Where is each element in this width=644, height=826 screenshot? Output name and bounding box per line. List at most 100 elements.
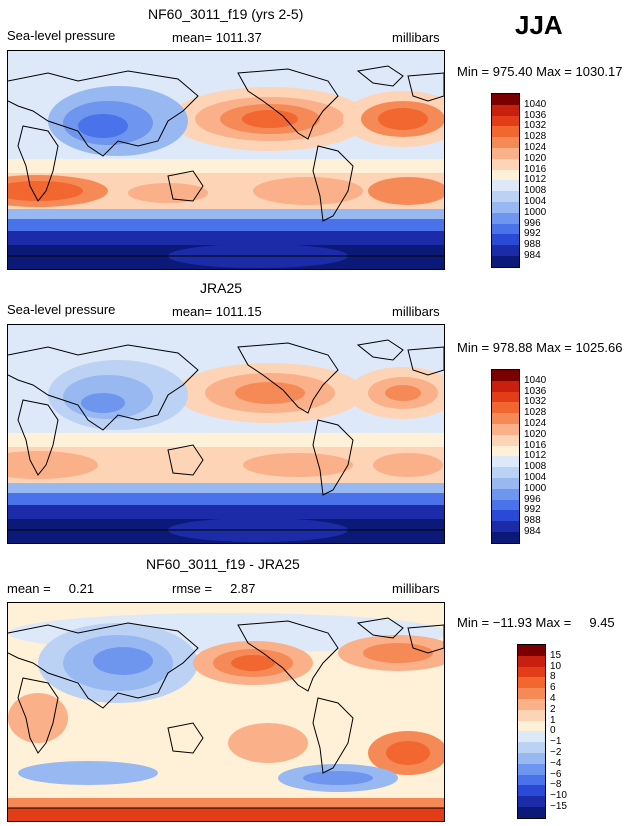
colorbar-2-label: 988 [524, 515, 541, 527]
colorbar-2-swatch [492, 531, 519, 543]
colorbar-1-label: 1020 [524, 152, 547, 164]
colorbar-1-swatch [492, 126, 519, 138]
colorbar-2-label: 1032 [524, 396, 547, 408]
colorbar-1-swatch [492, 115, 519, 127]
colorbar-3 [517, 644, 546, 819]
panel-1-title: NF60_3011_f19 (yrs 2-5) [148, 6, 304, 22]
map-panel-2 [7, 324, 445, 544]
colorbar-3-label: −1 [550, 736, 562, 748]
colorbar-2-swatch [492, 423, 519, 435]
map-panel-1 [7, 50, 445, 270]
panel-2-minmax: Min = 978.88 Max = 1025.66 [457, 340, 623, 355]
colorbar-1-label: 992 [524, 228, 541, 240]
colorbar-3-label: 15 [550, 649, 562, 661]
colorbar-2-swatch [492, 402, 519, 414]
colorbar-1-label: 1008 [524, 185, 547, 197]
colorbar-3-label: 2 [550, 703, 556, 715]
colorbar-2-label: 1040 [524, 374, 547, 386]
colorbar-2-label: 1008 [524, 461, 547, 473]
colorbar-3-label: −2 [550, 747, 562, 758]
colorbar-2-swatch [492, 499, 519, 511]
colorbar-2-label: 1012 [524, 450, 547, 462]
colorbar-2-label: 996 [524, 493, 541, 505]
colorbar-1-swatch [492, 180, 519, 192]
colorbar-2-swatch [492, 445, 519, 457]
colorbar-3-label: −6 [550, 768, 562, 780]
colorbar-3-swatch [518, 742, 545, 753]
colorbar-1-swatch [492, 191, 519, 202]
colorbar-3-swatch [518, 796, 545, 807]
colorbar-3-label: −10 [550, 790, 567, 802]
colorbar-1-label: 1016 [524, 163, 547, 175]
colorbar-3-label: 0 [550, 725, 556, 737]
colorbar-2-label: 1004 [524, 472, 547, 483]
colorbar-2-label: 1020 [524, 428, 547, 440]
panel-1-units: millibars [392, 30, 440, 45]
colorbar-2-swatch [492, 456, 519, 468]
colorbar-1-swatch [492, 104, 519, 116]
colorbar-2-swatch [492, 434, 519, 446]
colorbar-1-label: 1040 [524, 98, 547, 110]
panel-1-mean: mean= 1011.37 [172, 30, 262, 45]
colorbar-3-swatch [518, 752, 545, 764]
colorbar-2-label: 1028 [524, 407, 547, 419]
panel-1-field: Sea-level pressure [7, 28, 116, 43]
colorbar-1-label: 1028 [524, 131, 547, 143]
colorbar-1-label: 1032 [524, 120, 547, 132]
colorbar-2-swatch [492, 413, 519, 424]
colorbar-2-label: 1016 [524, 439, 547, 451]
panel-2-title: JRA25 [200, 280, 243, 296]
colorbar-3-label: 1 [550, 714, 556, 726]
colorbar-3-swatch [518, 720, 545, 732]
colorbar-2-label: 1036 [524, 385, 547, 397]
colorbar-3-label: 6 [550, 682, 556, 694]
colorbar-1-swatch [492, 212, 519, 224]
panel-3-units: millibars [392, 581, 440, 596]
colorbar-3-swatch [518, 731, 545, 743]
panel-3-title: NF60_3011_f19 - JRA25 [146, 556, 300, 572]
colorbar-2-label: 1000 [524, 482, 547, 494]
colorbar-1-swatch [492, 147, 519, 159]
colorbar-1-label: 1000 [524, 206, 547, 218]
colorbar-1-label: 988 [524, 239, 541, 251]
map-panel-3 [7, 602, 445, 822]
colorbar-3-swatch [518, 785, 545, 797]
colorbar-3-label: −8 [550, 779, 562, 791]
colorbar-1-swatch [492, 137, 519, 148]
panel-2-mean: mean= 1011.15 [172, 304, 262, 319]
colorbar-3-swatch [518, 666, 545, 678]
colorbar-1-label: 984 [524, 250, 541, 261]
colorbar-3-swatch [518, 677, 545, 689]
colorbar-2-swatch [492, 380, 519, 392]
colorbar-2-label: 992 [524, 504, 541, 516]
colorbar-2-swatch [492, 488, 519, 500]
colorbar-1-label: 1036 [524, 109, 547, 121]
colorbar-2-swatch [492, 510, 519, 522]
colorbar-1-swatch [492, 169, 519, 181]
colorbar-1-swatch [492, 223, 519, 235]
colorbar-2-swatch [492, 391, 519, 403]
colorbar-1-swatch [492, 158, 519, 170]
panel-1-minmax: Min = 975.40 Max = 1030.17 [457, 64, 623, 79]
panel-3-mean: mean = 0.21 [7, 581, 95, 596]
colorbar-1-label: 996 [524, 217, 541, 229]
colorbar-1-label: 1004 [524, 196, 547, 207]
colorbar-3-swatch [518, 774, 545, 786]
colorbar-2-label: 1024 [524, 418, 547, 429]
colorbar-1-swatch [492, 201, 519, 213]
colorbar-3-swatch [518, 806, 545, 818]
colorbar-1-swatch [492, 255, 519, 267]
colorbar-3-label: 8 [550, 671, 556, 683]
panel-2-units: millibars [392, 304, 440, 319]
colorbar-3-swatch [518, 645, 545, 656]
panel-3-minmax: Min = −11.93 Max = 9.45 [457, 615, 615, 630]
season-label: JJA [515, 10, 563, 40]
colorbar-1-swatch [492, 94, 519, 105]
colorbar-2-swatch [492, 370, 519, 381]
colorbar-2 [491, 369, 520, 544]
colorbar-3-swatch [518, 655, 545, 667]
panel-3-rmse: rmse = 2.87 [172, 581, 256, 596]
colorbar-3-swatch [518, 709, 545, 721]
colorbar-1-label: 1024 [524, 142, 547, 153]
colorbar-1-swatch [492, 234, 519, 246]
